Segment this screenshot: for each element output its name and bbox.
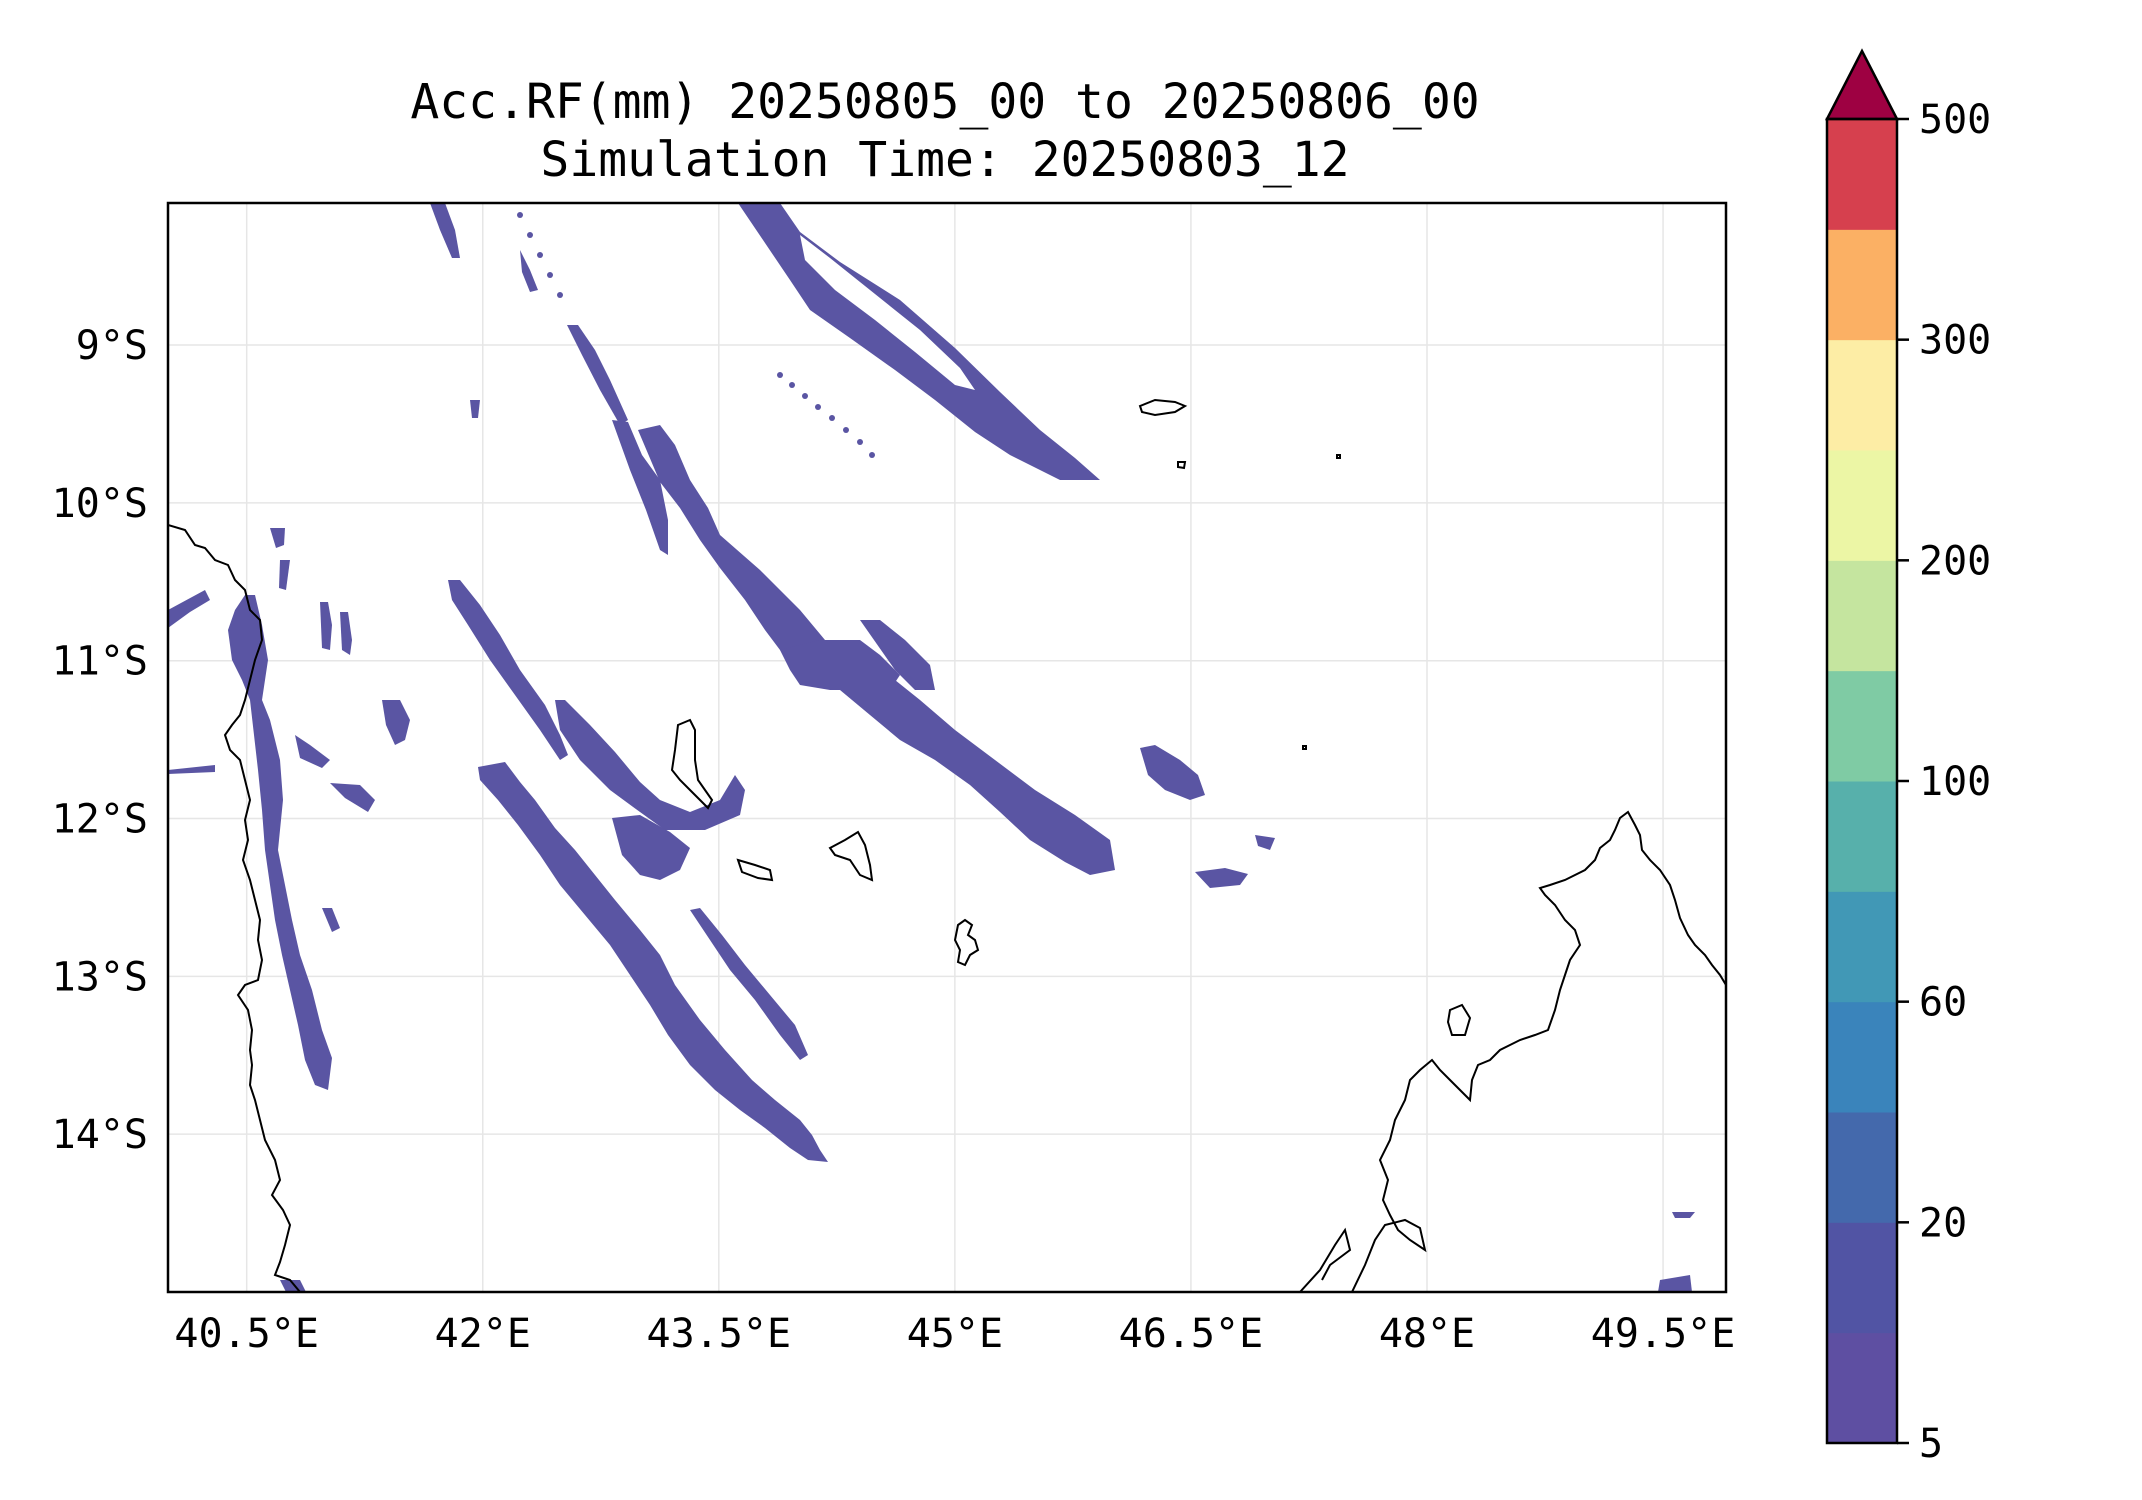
colorbar-tick-label: 5	[1919, 1421, 1943, 1467]
colorbar-tick-label: 500	[1919, 97, 1991, 143]
rain-cell-15	[520, 250, 538, 292]
coastline-island-small-2	[1336, 454, 1341, 459]
rain-blob-east-2	[1195, 868, 1248, 888]
y-axis-tick-labels: 9°S 10°S 11°S 12°S 13°S 14°S	[52, 323, 148, 1158]
colorbar-tick-label: 60	[1919, 980, 1967, 1026]
colorbar-segment	[1827, 1332, 1897, 1444]
coastline-comoros-moheli	[736, 858, 774, 882]
x-tick-label: 48°E	[1379, 1311, 1475, 1357]
x-tick-label: 40.5°E	[174, 1311, 319, 1357]
rain-cell-8	[322, 908, 340, 932]
y-tick-label: 10°S	[52, 481, 148, 527]
colorbar-tick-label: 300	[1919, 318, 1991, 364]
rain-band-sw-4	[555, 700, 745, 830]
rain-cell-2	[295, 735, 330, 768]
rain-band-sw-2	[478, 762, 828, 1162]
y-tick-label: 14°S	[52, 1112, 148, 1158]
rain-cell-13	[280, 1280, 306, 1292]
rain-band-sw-1	[448, 580, 568, 760]
coastlines	[168, 398, 1726, 1292]
colorbar-segment	[1827, 781, 1897, 892]
colorbar-segment	[1827, 1001, 1897, 1113]
rain-band-central-2	[567, 325, 628, 425]
rain-cell-11	[1658, 1275, 1692, 1292]
colorbar-tick-label: 100	[1919, 759, 1991, 805]
colorbar-segment	[1827, 1222, 1897, 1334]
x-tick-label: 43.5°E	[647, 1311, 792, 1357]
gridlines	[168, 203, 1726, 1292]
colorbar-segment	[1827, 560, 1897, 672]
rain-blob-east	[1140, 745, 1205, 800]
rain-band-mid	[638, 425, 1115, 875]
rain-band-west	[228, 595, 332, 1090]
colorbar-segment	[1827, 891, 1897, 1003]
colorbar-segment	[1827, 339, 1897, 451]
coastline-nosy-be	[1446, 1003, 1472, 1036]
colorbar-segment	[1827, 670, 1897, 782]
map-frame	[166, 201, 1728, 1294]
y-tick-label: 9°S	[76, 323, 148, 369]
coastline-mayotte	[953, 918, 980, 967]
rain-band-mid-east	[860, 620, 935, 690]
rain-band-north-hole	[800, 235, 975, 390]
coastline-comoros-grande	[670, 718, 714, 810]
rain-cell-12	[168, 765, 215, 774]
coastline-madagascar	[1299, 810, 1726, 1292]
x-axis-tick-labels: 40.5°E 42°E 43.5°E 45°E 46.5°E 48°E 49.5°E	[174, 1311, 1735, 1357]
colorbar-tick-label: 200	[1919, 538, 1991, 584]
rain-cell-6	[270, 528, 285, 548]
y-tick-label: 11°S	[52, 639, 148, 685]
rain-band-central-3	[612, 420, 668, 555]
coastline-comoros-anjouan	[828, 830, 874, 882]
rain-band-central	[430, 203, 460, 258]
rain-cell-10	[1672, 1212, 1695, 1218]
map-title-line-1: Acc.RF(mm) 20250805_00 to 20250806_00	[410, 74, 1479, 130]
rain-band-sw-5	[612, 815, 690, 880]
rain-cell-3	[330, 783, 375, 812]
coastline-africa	[168, 524, 301, 1292]
rain-band-west-2	[168, 590, 210, 628]
map-content	[168, 203, 1726, 1292]
rain-dotted-streak	[777, 372, 875, 458]
x-tick-label: 46.5°E	[1119, 1311, 1264, 1357]
x-tick-label: 45°E	[907, 1311, 1003, 1357]
colorbar-segment	[1827, 229, 1897, 341]
rainfall-contours	[168, 203, 1695, 1292]
x-tick-label: 42°E	[435, 1311, 531, 1357]
x-tick-label: 49.5°E	[1591, 1311, 1736, 1357]
y-tick-label: 13°S	[52, 954, 148, 1000]
rain-band-mid-lobe	[780, 640, 900, 690]
colorbar-extend-arrow	[1824, 48, 1900, 121]
colorbar-segment	[1827, 450, 1897, 561]
coastline-island-small-1	[1177, 461, 1187, 470]
colorbar-segment	[1827, 119, 1897, 230]
rain-cell-9	[1255, 835, 1275, 850]
rain-cell-4	[320, 602, 332, 650]
rain-band-sw-3	[690, 908, 808, 1060]
colorbar-tick-label: 20	[1919, 1200, 1967, 1246]
rain-cell-5	[340, 612, 352, 655]
map-title-line-2: Simulation Time: 20250803_12	[540, 132, 1349, 188]
coastline-glorioso	[1138, 398, 1188, 417]
colorbar-segment	[1827, 1112, 1897, 1223]
rain-cell-1	[382, 700, 410, 745]
rain-cell-14	[470, 400, 480, 418]
rain-cell-7	[279, 560, 290, 590]
colorbar: 5 20 60 100 200 300 500	[1824, 48, 1991, 1467]
y-tick-label: 12°S	[52, 797, 148, 843]
rain-dotted-streak-2	[517, 212, 563, 298]
coastline-island-small-3	[1302, 745, 1307, 750]
